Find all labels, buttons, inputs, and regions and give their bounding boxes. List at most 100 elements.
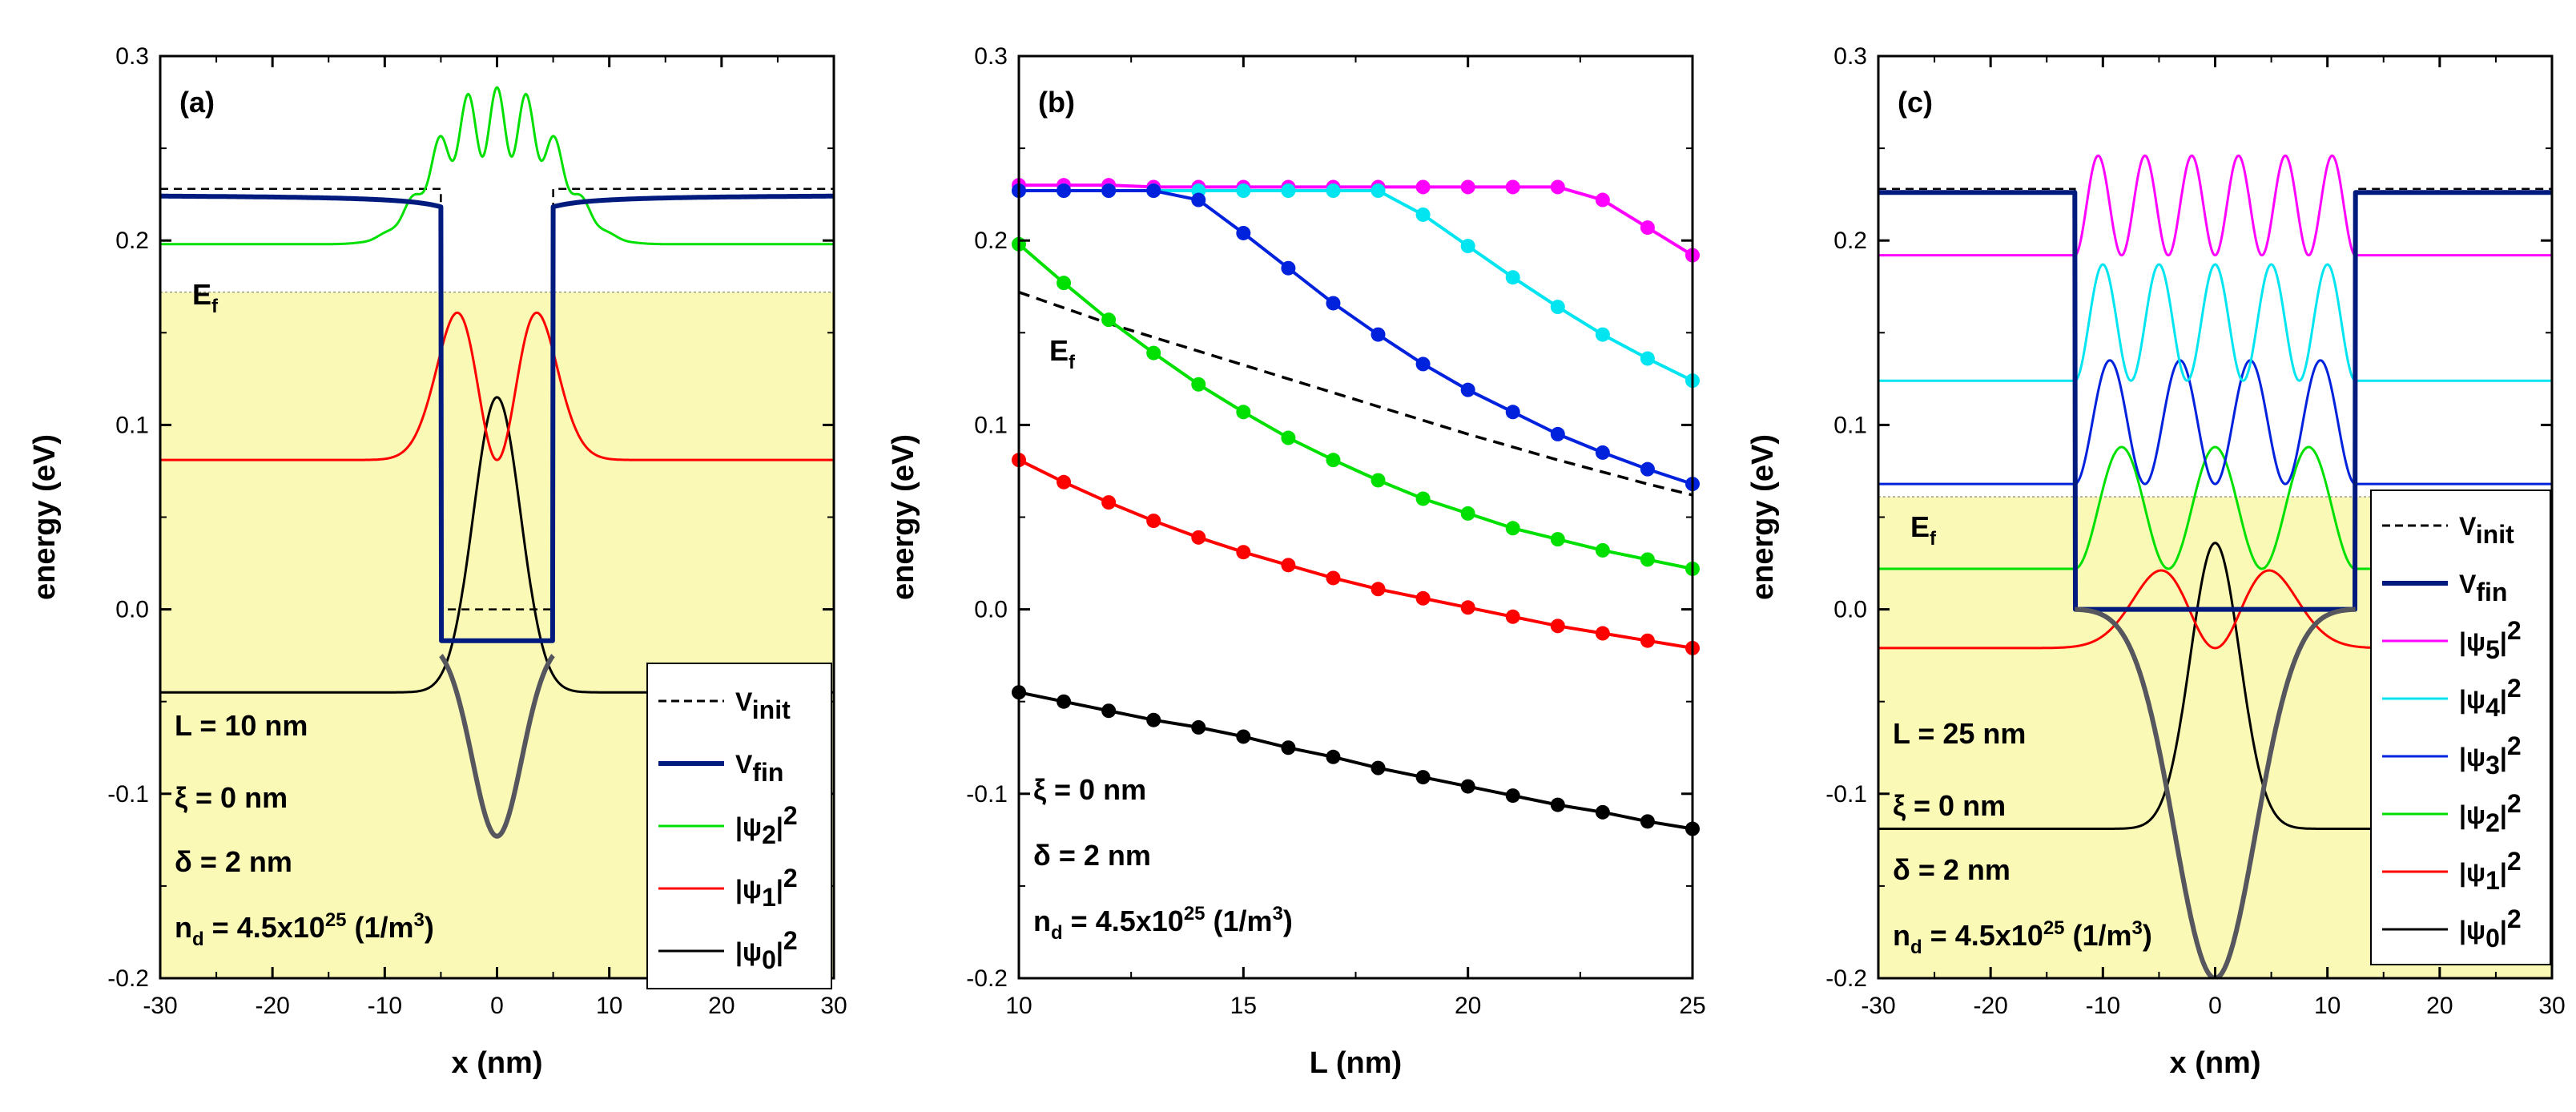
fermi-label: Ef	[1049, 334, 1076, 373]
v-init-curve	[160, 187, 834, 610]
panel-label: (b)	[1038, 86, 1075, 119]
data-point-E2	[1371, 473, 1386, 488]
data-point-E3	[1236, 225, 1251, 240]
panel-label: (c)	[1898, 86, 1933, 119]
y-tick-label: 0.0	[974, 597, 1008, 623]
series-line-E4	[1019, 189, 1693, 382]
data-point-E2	[1191, 377, 1206, 392]
data-point-E3	[1595, 445, 1610, 460]
data-point-E2	[1505, 521, 1520, 536]
v-fin-dip-curve	[439, 654, 555, 839]
data-point-E1	[1191, 530, 1206, 545]
series-line-E5	[1019, 183, 1694, 257]
x-tick-label: -30	[143, 993, 177, 1019]
data-point-E0	[1236, 729, 1251, 744]
data-point-E4	[1236, 183, 1251, 199]
param-density: nd = 4.5x1025 (1/m3)	[175, 909, 434, 950]
x-tick-label: 0	[2208, 993, 2222, 1019]
data-point-E0	[1460, 779, 1475, 794]
v-init-curve	[1878, 187, 2552, 610]
data-point-E2	[1146, 345, 1161, 361]
data-point-E4	[1595, 327, 1610, 342]
legend-label: |ψ0|2	[735, 926, 798, 974]
data-point-E2	[1640, 552, 1655, 567]
data-point-E3	[1326, 296, 1341, 311]
data-point-E2	[1281, 430, 1296, 445]
y-tick-label: 0.1	[115, 412, 149, 438]
data-point-E1	[1146, 514, 1161, 529]
data-point-E4	[1371, 183, 1386, 199]
x-tick-label: -10	[2086, 993, 2120, 1019]
param-xi: ξ = 0 nm	[1033, 773, 1146, 806]
data-point-E0	[1191, 719, 1206, 735]
legend-box	[2370, 490, 2551, 965]
fermi-label: Ef	[1910, 510, 1937, 550]
fermi-label: Ef	[192, 278, 219, 317]
y-tick-label: 0.2	[974, 228, 1008, 254]
data-point-E2	[1057, 276, 1072, 291]
y-axis-label: energy (eV)	[28, 434, 62, 600]
data-point-E1	[1281, 558, 1296, 573]
data-point-E0	[1505, 788, 1520, 804]
v-fin-curve	[160, 193, 834, 643]
data-point-E0	[1101, 703, 1117, 719]
data-point-E2	[1550, 532, 1565, 547]
v-fin-curve	[1878, 190, 2552, 612]
x-tick-label: 20	[1455, 993, 1481, 1019]
x-tick-label: -30	[1861, 993, 1895, 1019]
y-tick-label: -0.2	[966, 965, 1008, 992]
y-tick-label: 0.3	[974, 43, 1008, 70]
param-density: nd = 4.5x1025 (1/m3)	[1893, 917, 2152, 958]
data-point-E3	[1371, 327, 1386, 342]
data-point-E5	[1415, 179, 1431, 195]
x-tick-label: 25	[1679, 993, 1705, 1019]
legend-label: |ψ3|2	[2459, 731, 2522, 780]
psi-curve-1	[160, 311, 834, 461]
data-point-E1	[1550, 618, 1565, 634]
legend-label: |ψ0|2	[2459, 905, 2522, 953]
data-point-E3	[1640, 461, 1655, 477]
data-point-E0	[1415, 770, 1431, 785]
data-point-E3	[1146, 183, 1161, 199]
data-point-E1	[1236, 545, 1251, 560]
data-point-E4	[1640, 351, 1655, 366]
data-point-E5	[1505, 179, 1520, 195]
legend-label: |ψ2|2	[2459, 789, 2522, 837]
data-point-E0	[1281, 740, 1296, 755]
data-point-E1	[1057, 474, 1072, 490]
data-point-E2	[1415, 491, 1431, 506]
legend-label: Vfin	[735, 750, 783, 787]
data-point-E4	[1415, 207, 1431, 222]
data-point-E1	[1326, 570, 1341, 586]
series-line-E3	[1019, 189, 1693, 485]
legend-label: |ψ1|2	[735, 864, 798, 912]
data-point-E3	[1057, 183, 1072, 199]
param-delta: δ = 2 nm	[175, 845, 292, 878]
data-point-E5	[1595, 192, 1610, 207]
y-tick-label: 0.2	[1833, 228, 1867, 254]
data-point-E2	[1595, 542, 1610, 558]
x-tick-label: 20	[2426, 993, 2453, 1019]
x-axis-label: x (nm)	[2170, 1046, 2261, 1080]
data-point-E4	[1550, 300, 1565, 315]
data-point-E2	[1236, 405, 1251, 420]
data-point-E0	[1595, 804, 1610, 820]
data-point-E3	[1101, 183, 1117, 199]
data-point-E0	[1057, 694, 1072, 709]
v-fin-dip-curve	[2075, 606, 2356, 978]
param-length: L = 10 nm	[175, 709, 308, 742]
panel-a: -30 -20 -10 0 10 20 30 -0.2 -0.1 0.0 0.1 0.2 0.3 x (n…	[28, 43, 847, 1080]
data-point-E0	[1146, 712, 1161, 727]
data-point-E3	[1460, 382, 1475, 397]
data-point-E1	[1415, 590, 1431, 606]
x-tick-label: 30	[820, 993, 847, 1019]
series-line-E2	[1017, 243, 1693, 570]
param-xi: ξ = 0 nm	[1893, 789, 2006, 822]
legend-label: |ψ2|2	[735, 801, 798, 849]
y-tick-label: 0.3	[115, 43, 149, 70]
legend-label: Vinit	[2459, 512, 2514, 549]
legend-label: |ψ1|2	[2459, 847, 2522, 895]
data-point-E3	[1415, 357, 1431, 372]
y-axis-label: energy (eV)	[887, 434, 920, 600]
